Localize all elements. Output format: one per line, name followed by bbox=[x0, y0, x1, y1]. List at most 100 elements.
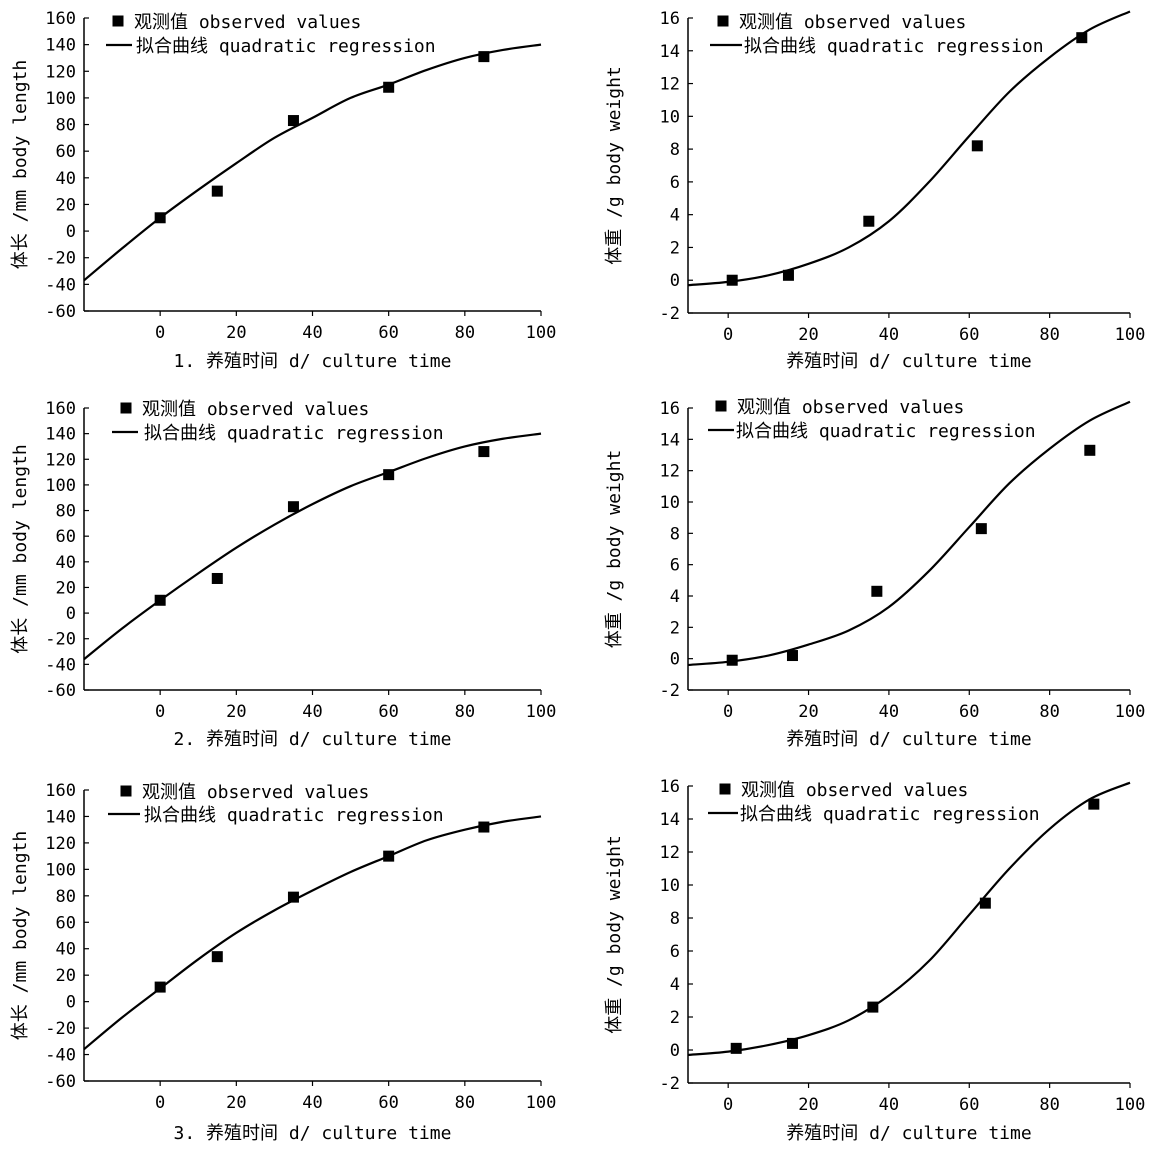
y-tick-label: 120 bbox=[45, 834, 76, 854]
fit-curve-series-1 bbox=[83, 432, 542, 661]
x-tick-label: 100 bbox=[526, 1093, 557, 1113]
x-tick-label: 20 bbox=[798, 702, 818, 722]
y-tick-label: 10 bbox=[660, 107, 680, 127]
y-tick-label: 6 bbox=[670, 942, 680, 962]
legend-label-observed: 观测值 observed values bbox=[741, 780, 968, 801]
x-tick-label: 60 bbox=[378, 702, 398, 722]
y-tick-label: -60 bbox=[45, 302, 76, 322]
legend-marker-observed bbox=[120, 785, 132, 797]
y-tick-label: 40 bbox=[56, 940, 76, 960]
y-tick-label: 14 bbox=[660, 810, 680, 830]
y-tick-label: 40 bbox=[56, 553, 76, 573]
x-tick-label: 60 bbox=[959, 702, 979, 722]
y-axis-title: 体长 /mm body length bbox=[10, 60, 31, 269]
x-tick-label: 40 bbox=[302, 1093, 322, 1113]
legend-marker-observed bbox=[120, 402, 132, 414]
y-tick-label: -40 bbox=[45, 655, 76, 675]
y-tick-label: 8 bbox=[670, 140, 680, 160]
y-tick-label: 120 bbox=[45, 62, 76, 82]
y-tick-label: 0 bbox=[66, 222, 76, 242]
observed-point bbox=[971, 140, 983, 152]
x-tick-label: 20 bbox=[798, 1095, 818, 1115]
y-tick-label: 100 bbox=[45, 476, 76, 496]
x-tick-label: 40 bbox=[302, 702, 322, 722]
legend-label-observed: 观测值 observed values bbox=[737, 397, 964, 418]
y-tick-label: 8 bbox=[670, 909, 680, 929]
observed-point bbox=[211, 572, 223, 584]
chart-panel-6: -2 0 2 4 6 8 10 12 14 16 0 20 40 60 80 100 养殖时间 d/ cultu… bbox=[604, 777, 1145, 1144]
y-tick-label: 160 bbox=[45, 781, 76, 801]
chart-panel-2: -2 0 2 4 6 8 10 12 14 16 0 20 40 60 80 100 养殖时间 d/ cultu… bbox=[604, 9, 1145, 372]
y-tick-label: 140 bbox=[45, 36, 76, 56]
observed-point bbox=[726, 274, 738, 286]
x-tick-label: 100 bbox=[1115, 702, 1146, 722]
legend-marker-observed bbox=[715, 400, 727, 412]
observed-point bbox=[871, 585, 883, 597]
y-tick-label: 20 bbox=[56, 578, 76, 598]
y-tick-label: 6 bbox=[670, 173, 680, 193]
y-tick-label: 4 bbox=[670, 206, 680, 226]
y-tick-label: 4 bbox=[670, 975, 680, 995]
observed-point bbox=[786, 650, 798, 662]
x-tick-label: 100 bbox=[526, 702, 557, 722]
legend-label-fit: 拟合曲线 quadratic regression bbox=[144, 423, 444, 444]
x-tick-label: 100 bbox=[526, 323, 557, 343]
observed-point bbox=[211, 951, 223, 963]
fit-curve-series-1 bbox=[687, 400, 1131, 667]
x-tick-label: 100 bbox=[1115, 325, 1146, 345]
y-tick-label: 0 bbox=[670, 1041, 680, 1061]
x-tick-label: 40 bbox=[879, 702, 899, 722]
chart-panel-5: -60 -40 -20 0 20 40 60 80 100 120 140 160 0 20 40 60 80 1… bbox=[10, 781, 556, 1144]
observed-point bbox=[287, 501, 299, 513]
chart-panel-3: -60 -40 -20 0 20 40 60 80 100 120 140 160 0 20 40 60 80 1… bbox=[10, 399, 556, 750]
y-tick-label: 0 bbox=[66, 993, 76, 1013]
y-axis-title: 体重 /g body weight bbox=[604, 66, 625, 265]
x-tick-label: 0 bbox=[155, 323, 165, 343]
fit-curve-series-1 bbox=[687, 10, 1131, 287]
y-tick-label: 60 bbox=[56, 142, 76, 162]
x-tick-label: 40 bbox=[879, 325, 899, 345]
legend-label-fit: 拟合曲线 quadratic regression bbox=[144, 805, 444, 826]
x-tick-label: 20 bbox=[798, 325, 818, 345]
fit-curve-series-1 bbox=[83, 815, 542, 1051]
y-tick-label: 120 bbox=[45, 450, 76, 470]
y-axis-title: 体重 /g body weight bbox=[604, 835, 625, 1034]
legend-label-fit: 拟合曲线 quadratic regression bbox=[736, 421, 1036, 442]
x-axis-title: 养殖时间 d/ culture time bbox=[786, 350, 1031, 372]
y-tick-label: 8 bbox=[670, 524, 680, 544]
y-tick-label: 0 bbox=[670, 271, 680, 291]
y-axis-title: 体重 /g body weight bbox=[604, 450, 625, 649]
observed-point bbox=[1084, 444, 1096, 456]
y-tick-label: 20 bbox=[56, 966, 76, 986]
observed-point bbox=[979, 897, 991, 909]
observed-point bbox=[383, 850, 395, 862]
x-tick-label: 0 bbox=[155, 1093, 165, 1113]
y-tick-label: -20 bbox=[45, 249, 76, 269]
fit-curve-series-1 bbox=[83, 43, 542, 282]
x-tick-label: 40 bbox=[302, 323, 322, 343]
observed-point bbox=[383, 469, 395, 481]
legend-label-observed: 观测值 observed values bbox=[142, 399, 369, 420]
y-tick-label: 20 bbox=[56, 195, 76, 215]
observed-point bbox=[154, 594, 166, 606]
x-tick-label: 60 bbox=[378, 1093, 398, 1113]
y-tick-label: -2 bbox=[660, 304, 680, 324]
y-tick-label: 2 bbox=[670, 618, 680, 638]
x-tick-label: 0 bbox=[723, 325, 733, 345]
x-tick-label: 80 bbox=[455, 1093, 475, 1113]
observed-point bbox=[383, 81, 395, 93]
observed-point bbox=[287, 891, 299, 903]
y-tick-label: -2 bbox=[660, 1074, 680, 1094]
x-tick-label: 40 bbox=[879, 1095, 899, 1115]
x-tick-label: 0 bbox=[155, 702, 165, 722]
legend-label-observed: 观测值 observed values bbox=[739, 12, 966, 33]
y-tick-label: 12 bbox=[660, 843, 680, 863]
y-tick-label: -20 bbox=[45, 1019, 76, 1039]
y-tick-label: 60 bbox=[56, 913, 76, 933]
observed-point bbox=[154, 981, 166, 993]
